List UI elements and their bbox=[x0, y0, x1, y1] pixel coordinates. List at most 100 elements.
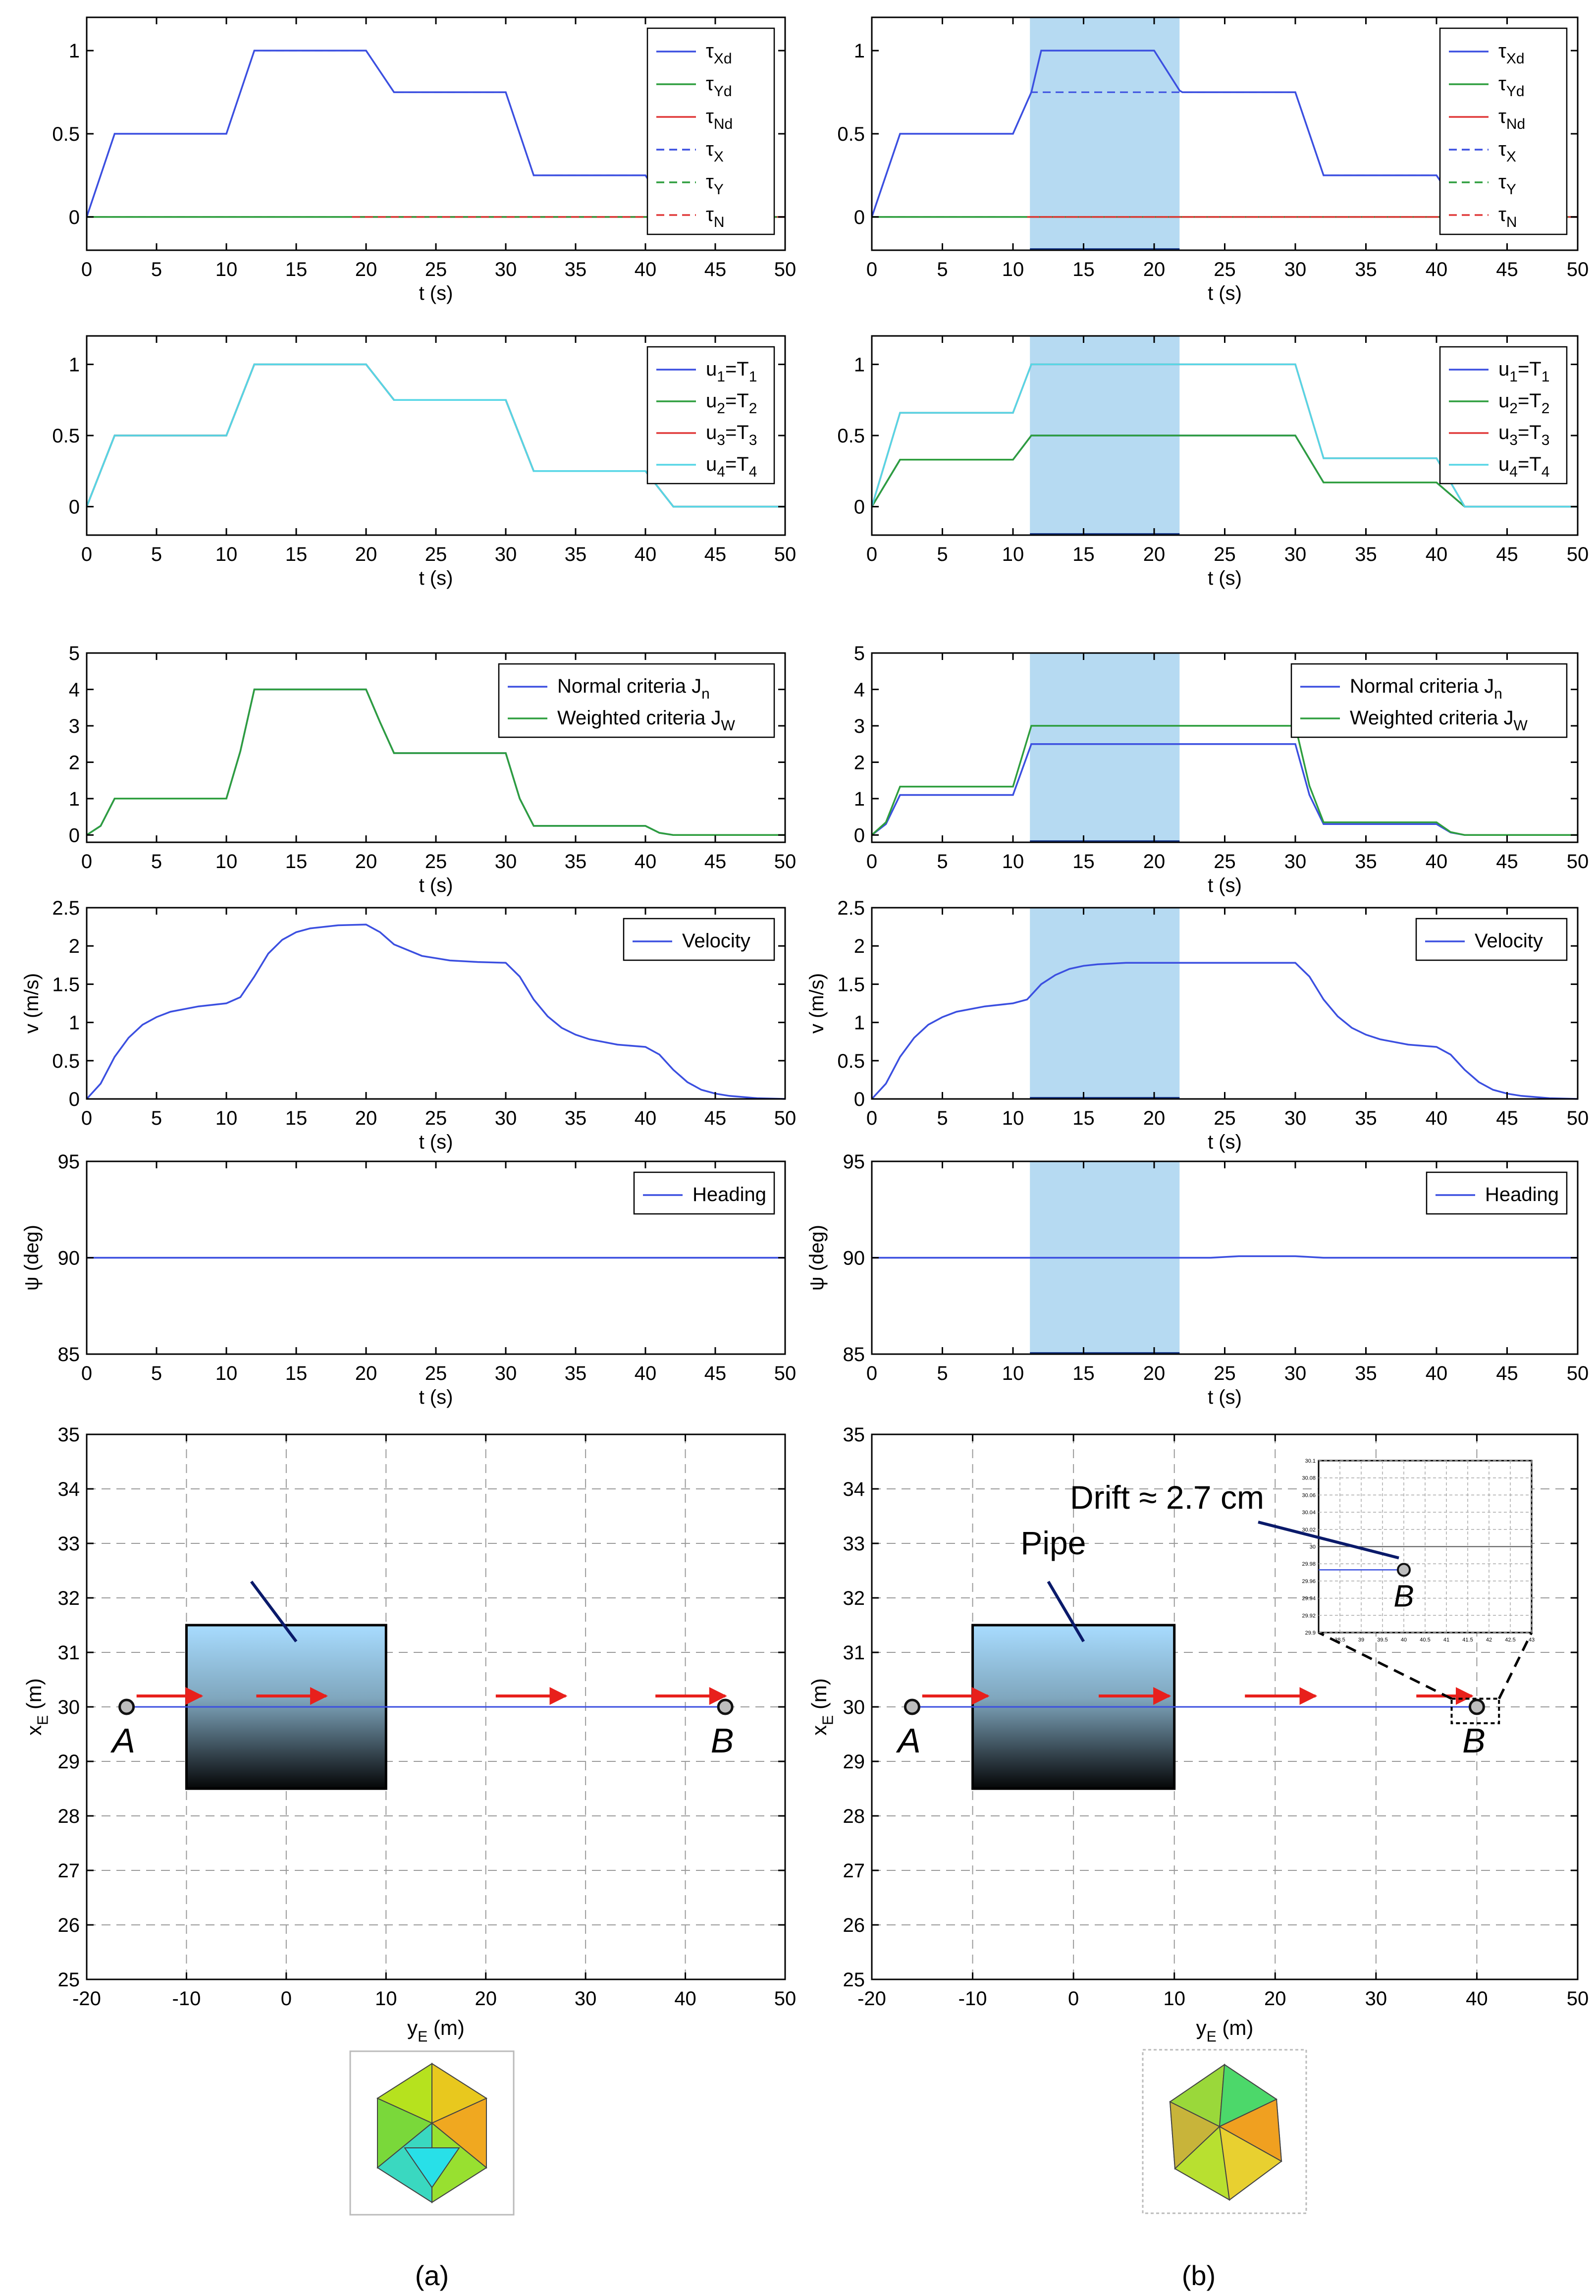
x-tick-label: 30 bbox=[1365, 1988, 1387, 2010]
x-tick-label: 50 bbox=[1567, 1107, 1589, 1129]
x-tick-label: 30 bbox=[495, 259, 517, 280]
legend-entry: τX bbox=[706, 138, 724, 165]
x-tick-label: 45 bbox=[704, 259, 727, 280]
x-tick-label: 50 bbox=[774, 1988, 797, 2010]
zoom-connector-right bbox=[1497, 1632, 1533, 1699]
x-tick-label: 15 bbox=[285, 1363, 308, 1384]
y-tick-label: 4 bbox=[854, 679, 865, 701]
x-axis-label: t (s) bbox=[1208, 1131, 1242, 1153]
legend: u1=T1 u2=T2 u3=T3 u4=T4 bbox=[1439, 346, 1568, 485]
legend: Heading bbox=[1426, 1171, 1568, 1215]
inset-x-tick-label: 40.5 bbox=[1420, 1637, 1430, 1643]
x-tick-label: 30 bbox=[495, 1363, 517, 1384]
legend-entry: τY bbox=[706, 171, 724, 198]
x-tick-label: 15 bbox=[1072, 851, 1095, 873]
x-tick-label: 5 bbox=[937, 259, 948, 280]
x-tick-label: 25 bbox=[1214, 851, 1236, 873]
x-tick-label: 15 bbox=[285, 851, 308, 873]
x-tick-label: 50 bbox=[1567, 259, 1589, 280]
x-tick-label: 45 bbox=[1496, 1107, 1518, 1129]
y-tick-label: 85 bbox=[58, 1344, 80, 1366]
x-tick-label: 40 bbox=[1426, 259, 1448, 280]
inset-point-label: B bbox=[1393, 1579, 1414, 1613]
legend: Velocity bbox=[623, 918, 775, 961]
x-tick-label: 45 bbox=[704, 1363, 727, 1384]
x-tick-label: 40 bbox=[635, 259, 657, 280]
x-tick-label: 50 bbox=[1567, 1363, 1589, 1384]
point-label-A: A bbox=[896, 1721, 921, 1760]
legend: τXd τYd τNd τX τY τN bbox=[646, 27, 775, 235]
inset-x-tick-label: 39.5 bbox=[1377, 1637, 1387, 1643]
x-axis-label: t (s) bbox=[419, 282, 453, 304]
x-tick-label: -10 bbox=[958, 1988, 987, 2010]
y-axis-label: xE (m) bbox=[22, 1678, 51, 1736]
x-tick-label: 20 bbox=[1143, 1107, 1166, 1129]
x-tick-label: 25 bbox=[1214, 544, 1236, 565]
x-tick-label: 20 bbox=[355, 851, 377, 873]
x-tick-label: 0 bbox=[81, 1107, 92, 1129]
series-line-Heading bbox=[872, 1255, 1578, 1259]
legend-box bbox=[1415, 918, 1568, 961]
x-tick-label: 40 bbox=[635, 1107, 657, 1129]
x-tick-label: 10 bbox=[215, 259, 238, 280]
inset-y-tick-label: 29.98 bbox=[1302, 1561, 1316, 1567]
x-tick-label: 10 bbox=[1163, 1988, 1185, 2010]
x-tick-label: -10 bbox=[172, 1988, 201, 2010]
x-tick-label: 0 bbox=[81, 1363, 92, 1384]
y-tick-label: 3 bbox=[854, 715, 865, 737]
y-tick-label: 5 bbox=[854, 643, 865, 664]
x-tick-label: 30 bbox=[1284, 1363, 1307, 1384]
x-tick-label: 45 bbox=[704, 1107, 727, 1129]
legend-entry: u2=T2 bbox=[706, 390, 757, 417]
y-tick-label: 2.5 bbox=[837, 897, 865, 919]
inset-x-tick-label: 43 bbox=[1529, 1637, 1535, 1643]
x-tick-label: 10 bbox=[1002, 544, 1024, 565]
y-tick-label: 0 bbox=[854, 1089, 865, 1110]
legend-entry: τNd bbox=[1498, 106, 1525, 132]
x-axis-label: t (s) bbox=[419, 567, 453, 589]
x-axis-label: t (s) bbox=[419, 1131, 453, 1153]
inset-y-tick-label: 29.96 bbox=[1302, 1579, 1316, 1585]
x-tick-label: 0 bbox=[1068, 1988, 1079, 2010]
point-marker-B bbox=[1468, 1698, 1485, 1715]
y-tick-label: 1 bbox=[854, 788, 865, 810]
y-tick-label: 0.5 bbox=[837, 1050, 865, 1072]
legend-box bbox=[646, 27, 775, 235]
y-tick-label: 1 bbox=[854, 1012, 865, 1034]
x-tick-label: 20 bbox=[355, 1363, 377, 1384]
x-tick-label: 5 bbox=[937, 1363, 948, 1384]
x-tick-label: 15 bbox=[285, 544, 308, 565]
caption-a: (a) bbox=[415, 2260, 449, 2291]
shaded-interval bbox=[1030, 653, 1180, 842]
drift-annotation: Drift ≈ 2.7 cm bbox=[1070, 1479, 1264, 1516]
x-tick-label: 45 bbox=[1496, 851, 1518, 873]
y-tick-label: 29 bbox=[843, 1751, 865, 1773]
x-tick-label: 35 bbox=[1355, 851, 1377, 873]
y-axis-label: v (m/s) bbox=[21, 973, 43, 1034]
chart-b_u: 0 5 10 15 20 25 30 35 40 45 50 0 0.5 1 t (s) u1=T1 u2=T2… bbox=[837, 335, 1589, 589]
x-tick-label: 35 bbox=[565, 1107, 587, 1129]
x-tick-label: 35 bbox=[565, 544, 587, 565]
legend-entry: u4=T4 bbox=[706, 453, 757, 480]
x-axis-label: t (s) bbox=[419, 1386, 453, 1408]
y-tick-label: 28 bbox=[843, 1805, 865, 1827]
x-tick-label: 40 bbox=[674, 1988, 696, 2010]
y-tick-label: 33 bbox=[843, 1533, 865, 1555]
x-tick-label: 45 bbox=[1496, 1363, 1518, 1384]
x-tick-label: 20 bbox=[475, 1988, 497, 2010]
x-tick-label: 35 bbox=[1355, 259, 1377, 280]
x-tick-label: -20 bbox=[72, 1988, 101, 2010]
y-tick-label: 27 bbox=[843, 1860, 865, 1882]
x-tick-label: 50 bbox=[774, 259, 797, 280]
icosahedron-thumbnail-b bbox=[1142, 2049, 1307, 2214]
x-tick-label: 20 bbox=[1143, 851, 1166, 873]
legend-entry: τN bbox=[1498, 204, 1517, 230]
x-tick-label: 5 bbox=[151, 1107, 162, 1129]
x-axis-label: t (s) bbox=[1208, 567, 1242, 589]
y-tick-label: 28 bbox=[58, 1805, 80, 1827]
inset-y-tick-label: 30.08 bbox=[1302, 1476, 1316, 1481]
x-tick-label: 20 bbox=[1143, 544, 1166, 565]
y-tick-label: 0 bbox=[854, 207, 865, 228]
x-tick-label: 35 bbox=[565, 1363, 587, 1384]
